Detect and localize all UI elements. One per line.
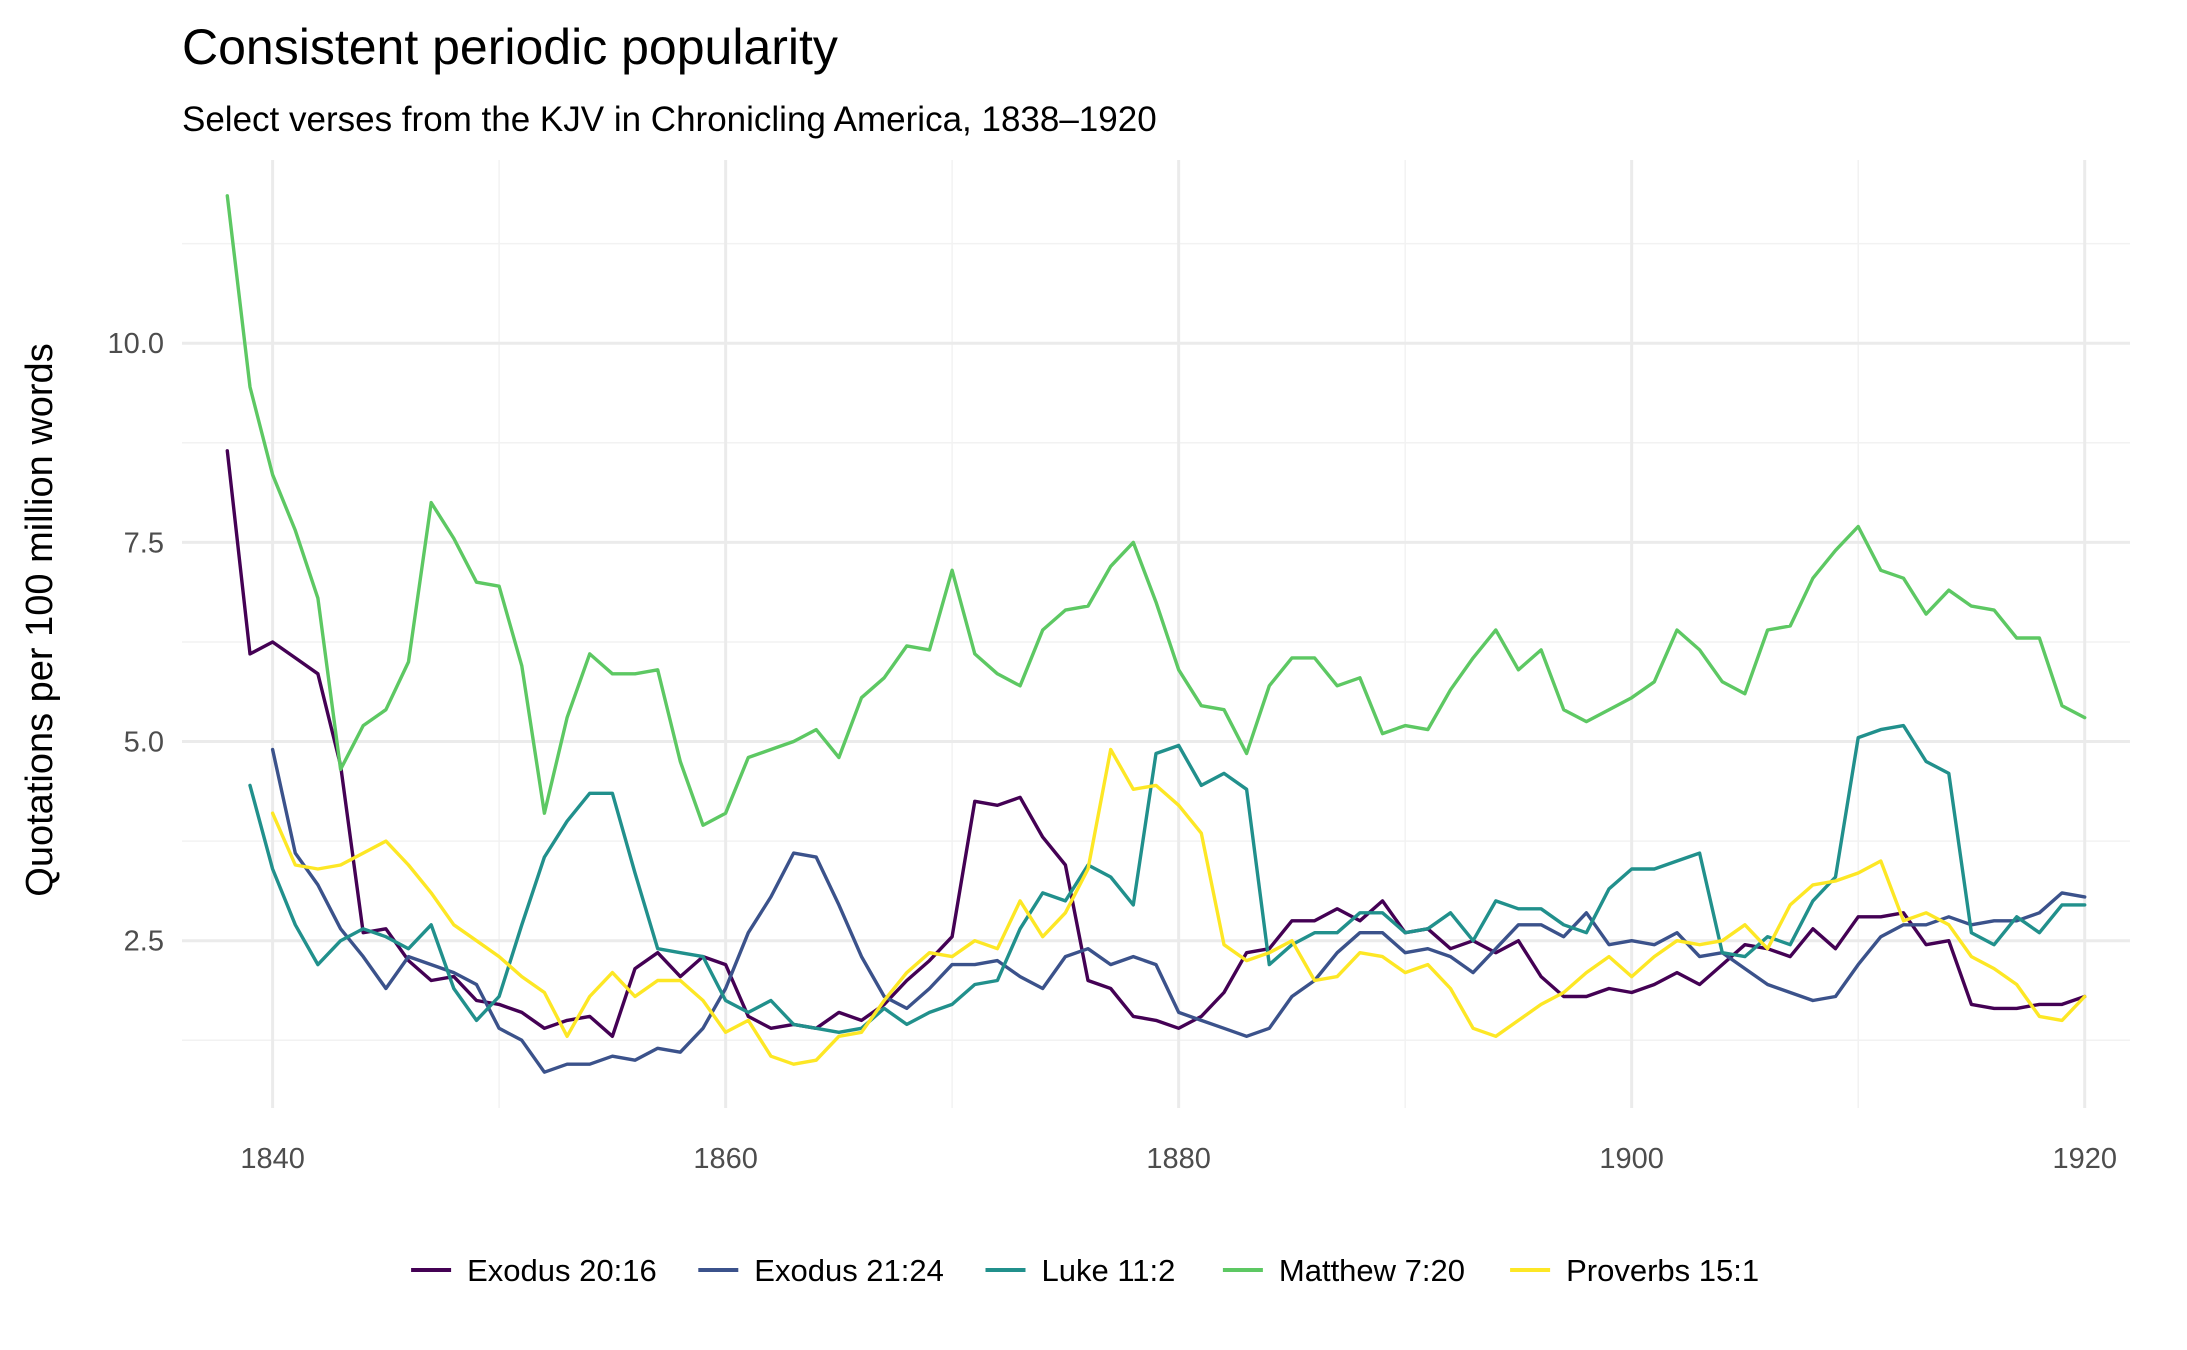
y-tick-label: 2.5 bbox=[124, 926, 164, 958]
series-line-exodus-20-16 bbox=[225, 449, 2087, 1039]
series-lines bbox=[225, 194, 2087, 1074]
grid-lines bbox=[182, 160, 2130, 1108]
y-tick-label: 10.0 bbox=[108, 328, 164, 360]
y-axis-ticks: 2.5 5.0 7.5 10.0 bbox=[108, 328, 164, 957]
series-line-luke-11-2 bbox=[248, 723, 2087, 1035]
legend-item-proverbs-15-1: Proverbs 15:1 bbox=[1510, 1253, 1759, 1288]
x-tick-label: 1860 bbox=[693, 1143, 758, 1175]
legend-label: Matthew 7:20 bbox=[1279, 1253, 1465, 1288]
x-tick-label: 1840 bbox=[240, 1143, 305, 1175]
legend-label: Luke 11:2 bbox=[1042, 1253, 1176, 1288]
legend-label: Exodus 20:16 bbox=[467, 1253, 657, 1288]
x-tick-label: 1920 bbox=[2052, 1143, 2117, 1175]
y-tick-label: 7.5 bbox=[124, 527, 164, 559]
x-tick-label: 1900 bbox=[1599, 1143, 1664, 1175]
chart-subtitle: Select verses from the KJV in Chroniclin… bbox=[182, 100, 1157, 139]
x-tick-label: 1880 bbox=[1146, 1143, 1211, 1175]
x-axis-ticks: 1840 1860 1880 1900 1920 bbox=[240, 1143, 2117, 1175]
series-line-proverbs-15-1 bbox=[270, 747, 2087, 1066]
series-line-matthew-7-20 bbox=[225, 194, 2087, 827]
legend-item-matthew-7-20: Matthew 7:20 bbox=[1222, 1253, 1465, 1288]
legend-label: Proverbs 15:1 bbox=[1566, 1253, 1759, 1288]
y-tick-label: 5.0 bbox=[124, 727, 164, 759]
y-axis-title: Quotations per 100 million words bbox=[19, 343, 61, 896]
chart-title: Consistent periodic popularity bbox=[182, 19, 838, 75]
legend-item-luke-11-2: Luke 11:2 bbox=[985, 1253, 1176, 1288]
legend: Exodus 20:16 Exodus 21:24 Luke 11:2 Matthew… bbox=[411, 1253, 1759, 1288]
legend-label: Exodus 21:24 bbox=[754, 1253, 944, 1288]
legend-item-exodus-21-24: Exodus 21:24 bbox=[698, 1253, 944, 1288]
legend-item-exodus-20-16: Exodus 20:16 bbox=[411, 1253, 657, 1288]
series-line-exodus-21-24 bbox=[270, 747, 2087, 1074]
